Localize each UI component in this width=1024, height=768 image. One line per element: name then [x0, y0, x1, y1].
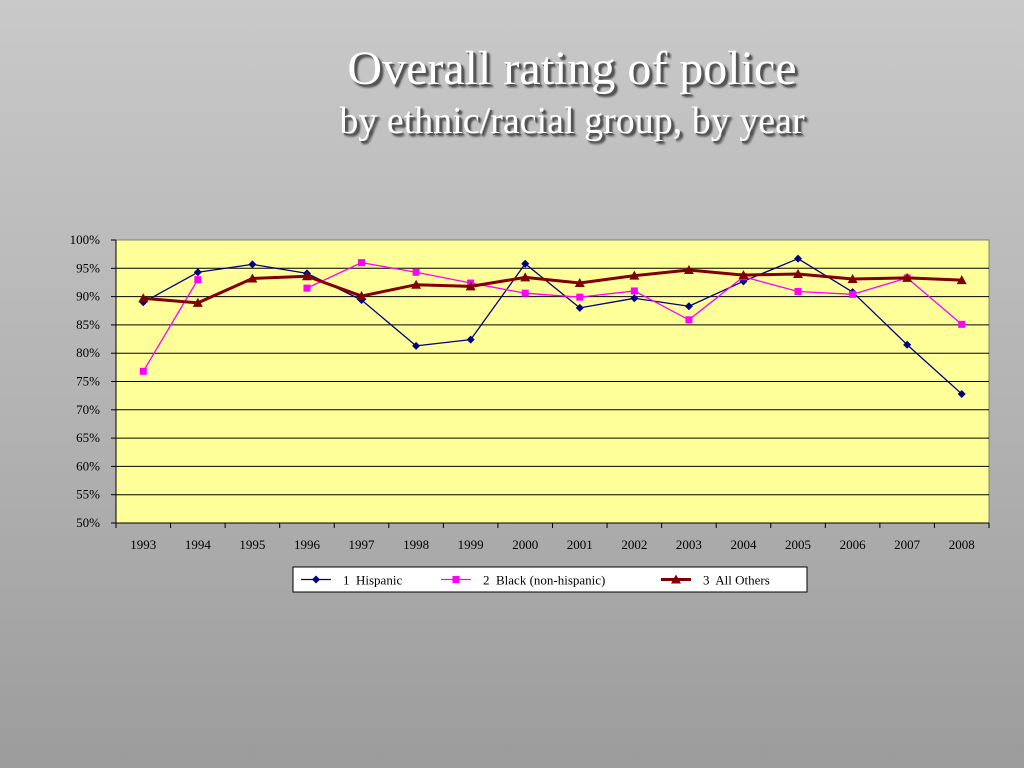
- legend-marker: [312, 575, 320, 584]
- chart-title: Overall rating of police: [347, 42, 797, 95]
- legend-marker: [452, 576, 460, 583]
- chart-subtitle: by ethnic/racial group, by year: [339, 100, 805, 142]
- x-tick-label: 2008: [949, 537, 975, 552]
- data-point: [192, 297, 203, 307]
- data-point: [958, 320, 966, 328]
- data-point: [629, 270, 640, 280]
- x-tick-label: 2001: [567, 537, 593, 552]
- x-tick-label: 2002: [621, 537, 647, 552]
- data-point: [903, 340, 912, 349]
- x-tick-label: 1994: [185, 537, 212, 552]
- y-tick-label: 75%: [76, 374, 100, 389]
- y-tick-label: 90%: [76, 289, 100, 304]
- data-point: [193, 268, 202, 277]
- data-point: [849, 290, 857, 298]
- x-tick-label: 2003: [676, 537, 702, 552]
- x-tick-label: 2006: [840, 537, 867, 552]
- series-3: [138, 264, 967, 307]
- data-point: [794, 254, 803, 263]
- y-tick-label: 50%: [76, 515, 100, 530]
- x-tick-label: 1999: [458, 537, 484, 552]
- data-point: [412, 268, 420, 276]
- y-tick-label: 65%: [76, 430, 100, 445]
- data-point: [358, 259, 366, 267]
- legend-label: 2 Black (non-hispanic): [483, 573, 605, 588]
- x-tick-label: 2007: [894, 537, 921, 552]
- data-point: [138, 293, 149, 303]
- data-point: [902, 272, 913, 282]
- data-point: [412, 341, 421, 350]
- series-line: [142, 279, 199, 372]
- y-tick-label: 80%: [76, 345, 100, 360]
- data-point: [194, 276, 202, 284]
- data-point: [630, 287, 638, 295]
- data-point: [683, 264, 694, 274]
- x-tick-label: 1995: [239, 537, 265, 552]
- series-line: [143, 268, 962, 305]
- title-block: Overall rating of police by ethnic/racia…: [150, 40, 994, 142]
- legend: 1 Hispanic 2 Black (non-hispanic) 3 All Ot…: [292, 566, 808, 593]
- data-point: [466, 335, 475, 344]
- x-tick-label: 2005: [785, 537, 811, 552]
- data-point: [738, 270, 749, 280]
- x-tick-label: 1996: [294, 537, 321, 552]
- data-point: [630, 294, 639, 303]
- x-tick-label: 2004: [730, 537, 757, 552]
- legend-label: 1 Hispanic: [343, 573, 402, 588]
- data-point: [356, 291, 367, 301]
- y-tick-label: 60%: [76, 458, 100, 473]
- y-tick-label: 95%: [76, 260, 100, 275]
- data-point: [248, 260, 257, 269]
- data-point: [520, 272, 531, 282]
- x-tick-label: 1997: [349, 537, 376, 552]
- data-point: [847, 274, 858, 284]
- data-point: [793, 268, 804, 278]
- y-tick-label: 55%: [76, 487, 100, 502]
- data-point: [139, 367, 147, 375]
- data-point: [574, 278, 585, 288]
- data-point: [411, 279, 422, 289]
- data-point: [301, 271, 312, 281]
- data-point: [685, 316, 693, 324]
- data-point: [576, 293, 584, 301]
- data-point: [684, 302, 693, 311]
- data-point: [957, 389, 966, 398]
- y-tick-label: 100%: [70, 232, 101, 247]
- y-tick-label: 70%: [76, 402, 100, 417]
- data-point: [575, 303, 584, 312]
- data-point: [247, 273, 258, 283]
- x-tick-label: 2000: [512, 537, 538, 552]
- legend-label: 3 All Others: [703, 573, 770, 588]
- legend-box: [292, 566, 808, 593]
- data-point: [521, 289, 529, 297]
- y-tick-label: 85%: [76, 317, 100, 332]
- x-tick-label: 1998: [403, 537, 429, 552]
- data-point: [794, 288, 802, 296]
- data-point: [956, 275, 967, 285]
- data-point: [303, 284, 311, 292]
- legend-marker: [671, 574, 681, 584]
- data-point: [521, 259, 530, 268]
- x-tick-label: 1993: [130, 537, 156, 552]
- data-point: [465, 281, 476, 291]
